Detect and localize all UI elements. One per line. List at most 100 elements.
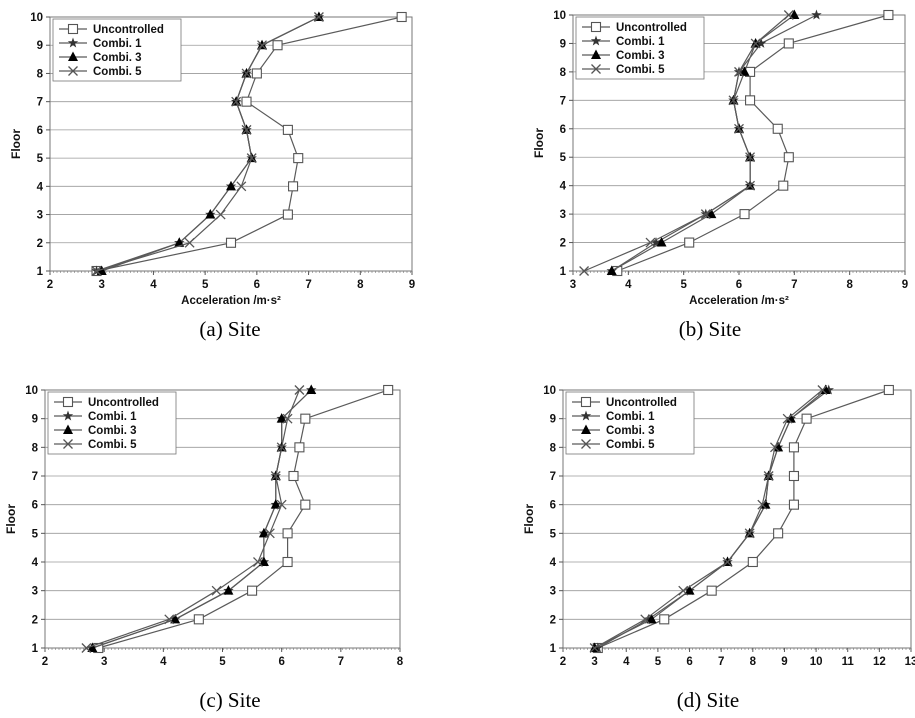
data-point	[272, 40, 283, 51]
x-tick-label: 5	[219, 656, 226, 668]
x-tick-label: 9	[902, 279, 908, 291]
legend-marker	[67, 37, 79, 48]
x-tick-label: 9	[781, 656, 787, 668]
data-point	[817, 385, 828, 395]
data-point	[592, 642, 604, 653]
data-point	[811, 9, 822, 20]
legend-marker	[62, 410, 74, 421]
data-point	[241, 124, 252, 135]
data-point	[757, 499, 768, 510]
series-x	[81, 385, 305, 653]
data-point	[745, 180, 756, 191]
data-point	[251, 68, 262, 79]
x-tick-label: 3	[591, 656, 597, 668]
data-point	[747, 556, 758, 568]
data-point	[650, 237, 662, 248]
data-point	[883, 9, 894, 21]
data-point	[706, 208, 717, 219]
data-point	[645, 237, 656, 248]
data-point	[164, 614, 175, 625]
data-point	[258, 556, 269, 566]
data-point	[96, 265, 107, 275]
series-line	[98, 389, 389, 649]
legend-marker	[62, 396, 74, 408]
series-line	[617, 14, 889, 272]
data-point	[231, 96, 242, 107]
y-tick-label: 2	[550, 614, 556, 626]
x-tick-label: 8	[846, 279, 853, 291]
legend-marker	[591, 64, 601, 74]
data-point	[294, 442, 305, 453]
data-point	[773, 441, 784, 452]
legend-label: Combi. 1	[88, 411, 137, 423]
legend: Uncontrolled Combi. 1 Combi. 3 Combi. 5	[52, 18, 182, 82]
legend-label: Uncontrolled	[93, 24, 164, 36]
x-tick-label: 6	[254, 279, 260, 291]
data-point	[174, 237, 185, 247]
x-tick-label: 2	[560, 656, 566, 668]
y-tick-label: 1	[560, 266, 567, 278]
data-point	[270, 499, 281, 509]
data-point	[728, 95, 739, 106]
data-point	[184, 237, 195, 248]
y-tick-label: 4	[560, 181, 567, 193]
data-point	[383, 384, 394, 396]
y-tick-label: 10	[543, 385, 556, 397]
y-axis-title: Floor	[4, 504, 18, 534]
data-point	[684, 237, 695, 248]
legend-marker	[590, 21, 602, 33]
caption-b: (b) Site	[678, 317, 742, 341]
series-line	[92, 389, 312, 649]
x-tick-label: 3	[570, 279, 576, 291]
legend-label: Combi. 1	[93, 38, 142, 50]
data-point	[788, 442, 799, 453]
y-tick-label: 5	[560, 152, 567, 164]
x-tick-label: 7	[338, 656, 344, 668]
y-tick-label: 7	[560, 95, 566, 107]
data-point	[823, 384, 834, 395]
legend-label: Combi. 3	[93, 52, 142, 64]
data-point	[770, 442, 780, 453]
data-point	[306, 384, 317, 394]
data-point	[783, 38, 794, 49]
data-point	[678, 585, 689, 596]
legend-label: Combi. 3	[606, 425, 655, 437]
data-point	[276, 442, 287, 453]
data-point	[282, 413, 293, 424]
y-tick-label: 5	[37, 153, 44, 165]
data-point	[211, 585, 222, 596]
data-point	[589, 643, 600, 653]
y-tick-label: 7	[32, 471, 38, 483]
legend-marker	[581, 439, 591, 449]
y-tick-label: 6	[550, 500, 556, 512]
data-point	[734, 66, 744, 77]
legend-marker	[580, 396, 592, 408]
x-tick-label: 7	[791, 279, 797, 291]
chart-b: 1 2 3 4 5 6 7 8 9 10 3 4 5 6 7 8 9 Acceleration /m·s² Floo…	[532, 9, 908, 307]
x-tick-label: 2	[47, 279, 53, 291]
legend-label: Combi. 5	[616, 64, 665, 76]
x-tick-label: 5	[655, 656, 662, 668]
legend-label: Combi. 5	[93, 66, 142, 78]
data-point	[293, 153, 304, 164]
data-point	[739, 66, 750, 76]
data-point	[745, 95, 756, 106]
data-point	[288, 470, 299, 482]
data-point	[241, 96, 252, 107]
y-tick-label: 3	[560, 209, 566, 221]
legend-marker	[68, 66, 78, 76]
data-point	[193, 614, 204, 625]
y-tick-label: 8	[550, 442, 557, 454]
data-point	[772, 123, 783, 134]
legend: Uncontrolled Combi. 1 Combi. 3 Combi. 5	[575, 16, 705, 80]
y-tick-label: 6	[32, 500, 38, 512]
x-tick-label: 8	[357, 279, 364, 291]
x-tick-label: 2	[42, 656, 48, 668]
legend-label: Uncontrolled	[606, 397, 677, 409]
data-point	[788, 470, 799, 482]
data-point	[763, 471, 774, 481]
data-point	[215, 209, 226, 220]
data-point	[659, 614, 670, 625]
y-tick-label: 2	[32, 614, 38, 626]
